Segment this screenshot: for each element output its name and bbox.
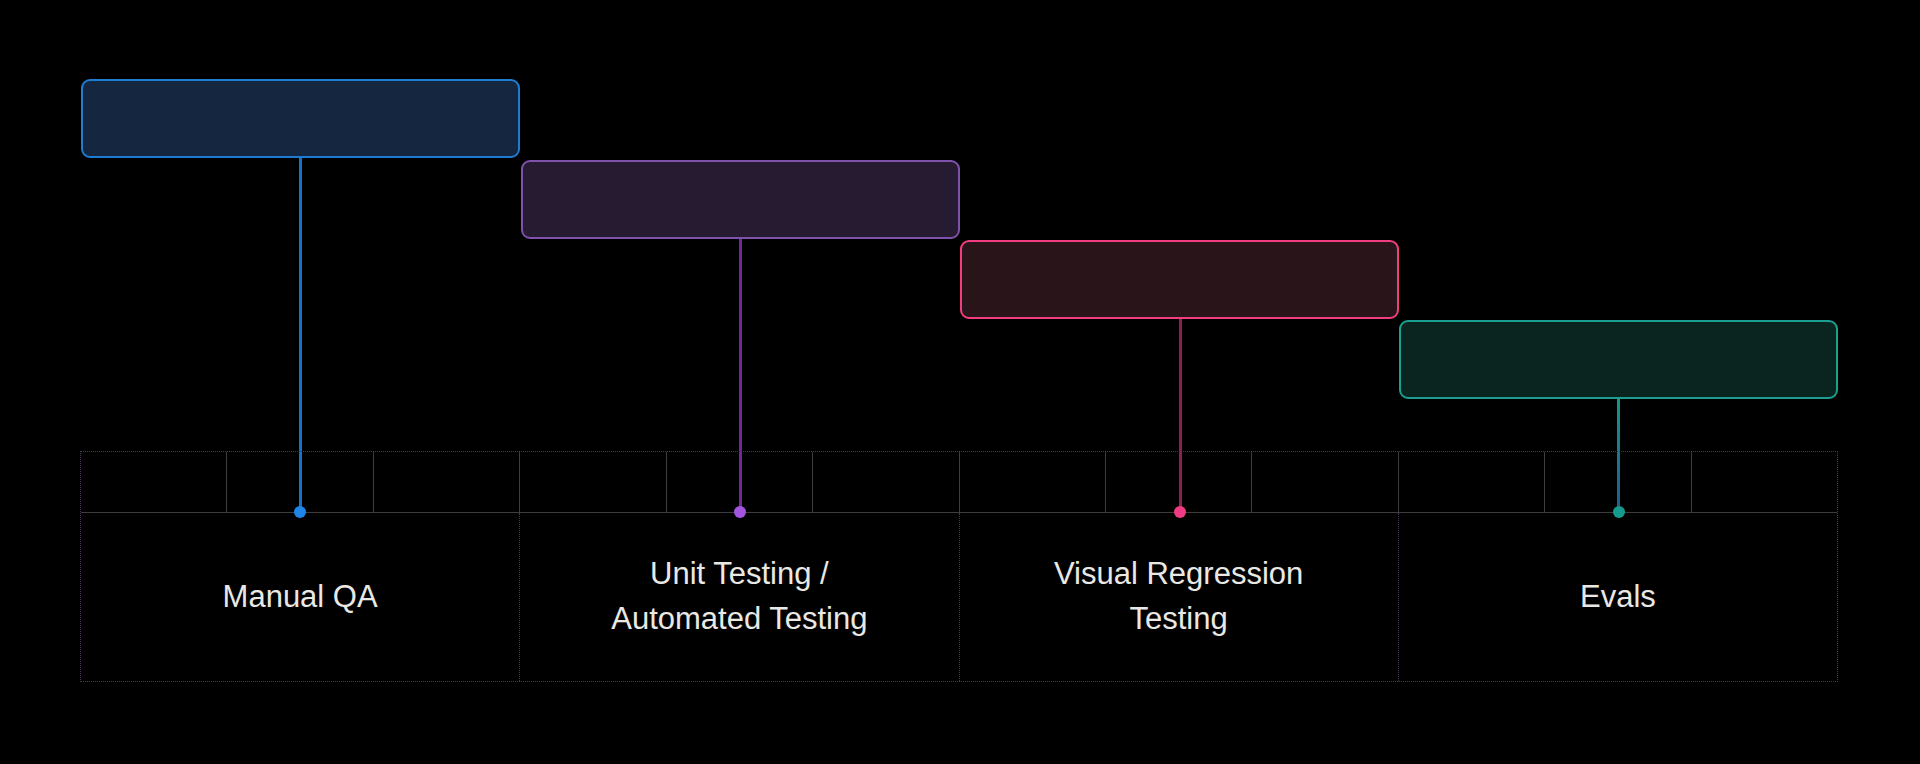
tick-cell bbox=[227, 452, 373, 512]
qa-testing-staircase-diagram: Manual QA Unit Testing / Automated Testi… bbox=[0, 0, 1920, 764]
tick-cell bbox=[813, 452, 959, 512]
timeline-dot-unit-testing bbox=[734, 506, 746, 518]
tick-cell bbox=[1545, 452, 1691, 512]
timeline-section-visual-regression: Visual Regression Testing bbox=[960, 513, 1399, 681]
tick-cell bbox=[1399, 452, 1545, 512]
timeline-dot-visual-regression bbox=[1174, 506, 1186, 518]
timeline-tick-row bbox=[81, 452, 1837, 513]
timeline-table: Manual QA Unit Testing / Automated Testi… bbox=[80, 451, 1838, 682]
stage-card-unit-testing bbox=[521, 160, 960, 239]
tick-cell bbox=[520, 452, 666, 512]
tick-cell bbox=[1106, 452, 1252, 512]
stage-label: Visual Regression Testing bbox=[1054, 552, 1303, 642]
tick-cell bbox=[1252, 452, 1398, 512]
timeline-section-manual-qa: Manual QA bbox=[81, 513, 520, 681]
stage-card-evals bbox=[1399, 320, 1838, 399]
timeline-dot-manual-qa bbox=[294, 506, 306, 518]
timeline-dot-evals bbox=[1613, 506, 1625, 518]
timeline-label-row: Manual QA Unit Testing / Automated Testi… bbox=[81, 513, 1837, 681]
stage-card-visual-regression bbox=[960, 240, 1399, 319]
tick-cell bbox=[1692, 452, 1837, 512]
tick-cell bbox=[960, 452, 1106, 512]
stage-label: Manual QA bbox=[223, 575, 378, 620]
stage-card-manual-qa bbox=[81, 79, 520, 158]
timeline-section-evals: Evals bbox=[1399, 513, 1837, 681]
stage-label: Unit Testing / Automated Testing bbox=[611, 552, 867, 642]
tick-cell bbox=[81, 452, 227, 512]
stage-label: Evals bbox=[1580, 575, 1656, 620]
tick-cell bbox=[374, 452, 520, 512]
timeline-section-unit-testing: Unit Testing / Automated Testing bbox=[520, 513, 959, 681]
tick-cell bbox=[667, 452, 813, 512]
